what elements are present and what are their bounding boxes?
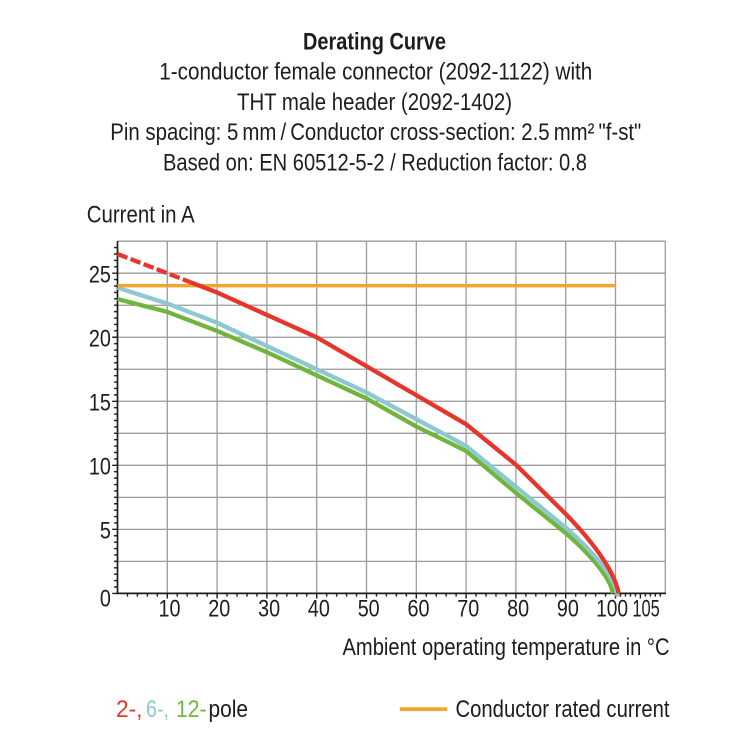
svg-text:Current in A: Current in A xyxy=(87,202,195,229)
svg-text:20: 20 xyxy=(89,326,111,353)
svg-text:10: 10 xyxy=(159,596,181,623)
svg-text:6-,: 6-, xyxy=(146,696,169,723)
svg-text:105: 105 xyxy=(632,596,660,623)
svg-text:50: 50 xyxy=(358,596,380,623)
svg-text:1-conductor female connector (: 1-conductor female connector (2092-1122)… xyxy=(159,59,592,86)
svg-text:25: 25 xyxy=(89,262,111,289)
svg-text:70: 70 xyxy=(457,596,479,623)
svg-text:15: 15 xyxy=(89,390,111,417)
svg-text:THT male header (2092-1402): THT male header (2092-1402) xyxy=(237,89,512,116)
svg-text:Ambient operating temperature: Ambient operating temperature in °C xyxy=(343,634,670,661)
svg-text:100: 100 xyxy=(596,596,628,623)
svg-text:Pin spacing: 5 mm / Conductor: Pin spacing: 5 mm / Conductor cross-sect… xyxy=(110,119,641,146)
svg-text:90: 90 xyxy=(557,596,579,623)
svg-text:Derating Curve: Derating Curve xyxy=(303,29,446,56)
svg-text:10: 10 xyxy=(89,454,111,481)
svg-text:12-: 12- xyxy=(176,696,207,723)
svg-text:Conductor rated current: Conductor rated current xyxy=(456,696,670,723)
svg-text:30: 30 xyxy=(258,596,280,623)
svg-text:40: 40 xyxy=(308,596,330,623)
svg-text:60: 60 xyxy=(408,596,430,623)
svg-text:pole: pole xyxy=(209,696,249,723)
svg-text:5: 5 xyxy=(100,518,111,545)
svg-text:Based on: EN 60512-5-2 / Reduc: Based on: EN 60512-5-2 / Reduction facto… xyxy=(163,150,587,177)
svg-text:80: 80 xyxy=(507,596,529,623)
svg-text:20: 20 xyxy=(208,596,230,623)
svg-text:0: 0 xyxy=(100,586,111,613)
svg-text:2-,: 2-, xyxy=(116,696,143,723)
